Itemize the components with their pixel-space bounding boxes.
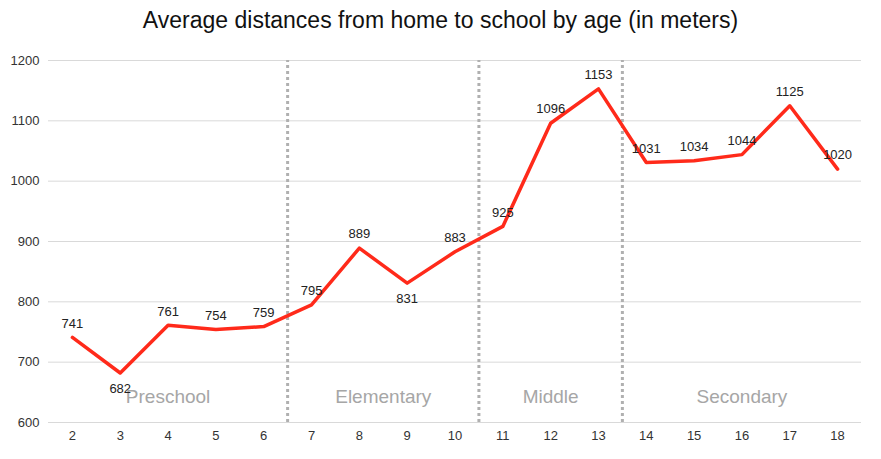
svg-text:17: 17 xyxy=(783,428,797,443)
svg-text:1100: 1100 xyxy=(12,113,40,128)
svg-text:741: 741 xyxy=(62,316,84,331)
svg-text:600: 600 xyxy=(18,415,40,430)
svg-text:5: 5 xyxy=(212,428,219,443)
svg-text:10: 10 xyxy=(448,428,462,443)
svg-text:1200: 1200 xyxy=(11,53,40,68)
svg-text:1034: 1034 xyxy=(680,139,709,154)
svg-text:11: 11 xyxy=(496,428,510,443)
svg-text:1031: 1031 xyxy=(632,141,661,156)
svg-text:1125: 1125 xyxy=(776,84,804,99)
svg-text:Preschool: Preschool xyxy=(126,386,211,407)
html-text:Average distances from home to: Average distances from home to school by… xyxy=(142,7,739,33)
svg-text:Elementary: Elementary xyxy=(335,386,432,407)
svg-text:831: 831 xyxy=(396,291,418,306)
svg-text:15: 15 xyxy=(687,428,701,443)
svg-text:3: 3 xyxy=(117,428,124,443)
svg-text:883: 883 xyxy=(444,230,466,245)
svg-text:14: 14 xyxy=(639,428,653,443)
svg-text:700: 700 xyxy=(18,354,40,369)
svg-text:761: 761 xyxy=(157,304,179,319)
svg-text:12: 12 xyxy=(543,428,557,443)
svg-text:7: 7 xyxy=(308,428,315,443)
svg-text:16: 16 xyxy=(735,428,749,443)
svg-text:925: 925 xyxy=(492,205,514,220)
svg-text:4: 4 xyxy=(164,428,171,443)
svg-text:1044: 1044 xyxy=(727,133,756,148)
svg-text:1096: 1096 xyxy=(536,101,565,116)
svg-text:Middle: Middle xyxy=(523,386,579,407)
svg-text:1153: 1153 xyxy=(584,67,612,82)
svg-text:6: 6 xyxy=(260,428,267,443)
svg-text:Secondary: Secondary xyxy=(697,386,788,407)
svg-text:754: 754 xyxy=(205,308,227,323)
svg-text:9: 9 xyxy=(404,428,411,443)
svg-text:900: 900 xyxy=(18,234,40,249)
svg-text:1000: 1000 xyxy=(11,173,40,188)
svg-text:8: 8 xyxy=(356,428,363,443)
svg-text:18: 18 xyxy=(830,428,844,443)
svg-text:795: 795 xyxy=(301,283,323,298)
svg-text:682: 682 xyxy=(109,381,131,396)
svg-text:889: 889 xyxy=(349,226,371,241)
svg-text:13: 13 xyxy=(591,428,605,443)
svg-text:1020: 1020 xyxy=(823,147,852,162)
svg-text:800: 800 xyxy=(18,294,40,309)
svg-text:759: 759 xyxy=(253,305,275,320)
svg-text:2: 2 xyxy=(69,428,76,443)
